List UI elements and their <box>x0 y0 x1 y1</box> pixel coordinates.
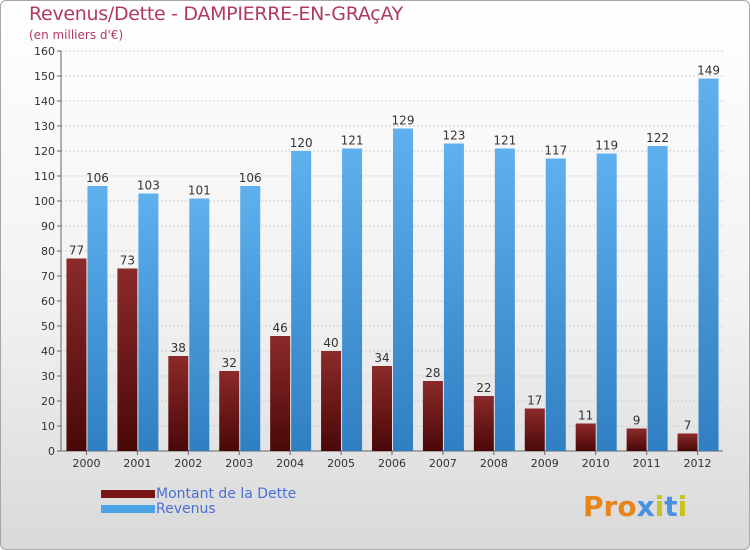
y-tick-label: 90 <box>41 220 55 233</box>
bar-revenus <box>698 78 719 451</box>
logo-letter: t <box>664 490 678 523</box>
bar-revenus <box>138 193 159 451</box>
bar-dette <box>422 381 443 451</box>
value-label-dette: 17 <box>527 394 542 408</box>
logo-letter: P <box>583 490 604 523</box>
value-label-dette: 46 <box>273 321 288 335</box>
bar-dette <box>66 258 87 451</box>
value-label-revenus: 106 <box>86 171 109 185</box>
y-tick-label: 70 <box>41 270 55 283</box>
bar-revenus <box>189 198 210 451</box>
value-label-dette: 7 <box>684 419 692 433</box>
x-tick-label: 2002 <box>174 457 202 470</box>
y-tick-label: 110 <box>34 170 55 183</box>
bar-revenus <box>647 146 668 451</box>
legend-swatch-dette <box>101 490 155 498</box>
value-label-dette: 22 <box>476 381 491 395</box>
y-tick-label: 150 <box>34 70 55 83</box>
value-label-revenus: 119 <box>595 139 618 153</box>
logo-letter: i <box>677 490 688 523</box>
bar-dette <box>270 336 291 451</box>
value-label-dette: 11 <box>578 409 593 423</box>
bar-dette <box>117 268 138 451</box>
bar-dette <box>626 428 647 451</box>
y-tick-label: 100 <box>34 195 55 208</box>
value-label-dette: 34 <box>374 351 389 365</box>
y-tick-label: 130 <box>34 120 55 133</box>
x-tick-label: 2003 <box>225 457 253 470</box>
bar-revenus <box>240 186 261 451</box>
bar-dette <box>473 396 494 451</box>
value-label-dette: 73 <box>120 254 135 268</box>
value-label-dette: 32 <box>222 356 237 370</box>
y-tick-label: 160 <box>34 45 55 58</box>
bar-dette <box>219 371 240 451</box>
bar-revenus <box>393 128 413 451</box>
value-label-revenus: 149 <box>697 64 720 78</box>
x-tick-label: 2006 <box>378 457 406 470</box>
y-tick-label: 120 <box>34 145 55 158</box>
bar-dette <box>524 408 545 451</box>
y-tick-label: 20 <box>41 395 55 408</box>
x-tick-label: 2007 <box>429 457 457 470</box>
y-tick-label: 40 <box>41 345 55 358</box>
value-label-dette: 38 <box>171 341 186 355</box>
y-tick-label: 0 <box>48 445 55 458</box>
value-label-dette: 77 <box>69 244 84 258</box>
bar-revenus <box>596 153 617 451</box>
value-label-revenus: 121 <box>493 134 516 148</box>
x-tick-label: 2009 <box>531 457 559 470</box>
bar-dette <box>372 366 392 451</box>
logo-letter: o <box>617 490 637 523</box>
value-label-dette: 28 <box>425 366 440 380</box>
y-tick-label: 60 <box>41 295 55 308</box>
legend-swatch-revenus <box>101 505 155 513</box>
logo-letter: i <box>654 490 665 523</box>
x-tick-label: 2012 <box>684 457 712 470</box>
x-tick-label: 2001 <box>123 457 151 470</box>
x-tick-label: 2000 <box>72 457 100 470</box>
value-label-revenus: 121 <box>341 134 364 148</box>
x-tick-label: 2005 <box>327 457 355 470</box>
value-label-revenus: 106 <box>239 171 262 185</box>
value-label-revenus: 117 <box>544 144 567 158</box>
logo-letter: r <box>603 490 618 523</box>
chart-subtitle: (en milliers d'€) <box>29 28 124 42</box>
y-tick-label: 30 <box>41 370 55 383</box>
legend-label-dette: Montant de la Dette <box>156 486 297 502</box>
y-tick-label: 140 <box>34 95 55 108</box>
bar-revenus <box>545 158 566 451</box>
y-tick-label: 80 <box>41 245 55 258</box>
bar-dette <box>677 433 698 451</box>
x-tick-label: 2011 <box>633 457 661 470</box>
y-tick-label: 10 <box>41 420 55 433</box>
bar-revenus <box>342 148 363 451</box>
chart-title: Revenus/Dette - DAMPIERRE-EN-GRAçAY <box>29 3 403 25</box>
value-label-revenus: 101 <box>188 184 211 198</box>
value-label-revenus: 123 <box>442 129 465 143</box>
bar-revenus <box>87 186 108 451</box>
x-tick-label: 2010 <box>582 457 610 470</box>
bar-dette <box>168 356 189 451</box>
value-label-revenus: 103 <box>137 179 160 193</box>
legend-label-revenus: Revenus <box>156 501 216 517</box>
bar-revenus <box>494 148 515 451</box>
value-label-revenus: 120 <box>290 136 313 150</box>
bar-revenus <box>291 151 312 451</box>
proxiti-logo: Proxiti <box>583 490 687 523</box>
value-label-dette: 9 <box>633 414 641 428</box>
value-label-revenus: 129 <box>392 114 415 128</box>
bar-dette <box>321 351 342 451</box>
x-tick-label: 2004 <box>276 457 304 470</box>
bar-dette <box>575 423 596 451</box>
x-tick-label: 2008 <box>480 457 508 470</box>
value-label-revenus: 122 <box>646 131 669 145</box>
logo-letter: x <box>636 490 655 523</box>
value-label-dette: 40 <box>323 336 338 350</box>
y-tick-label: 50 <box>41 320 55 333</box>
bar-revenus <box>443 143 464 451</box>
